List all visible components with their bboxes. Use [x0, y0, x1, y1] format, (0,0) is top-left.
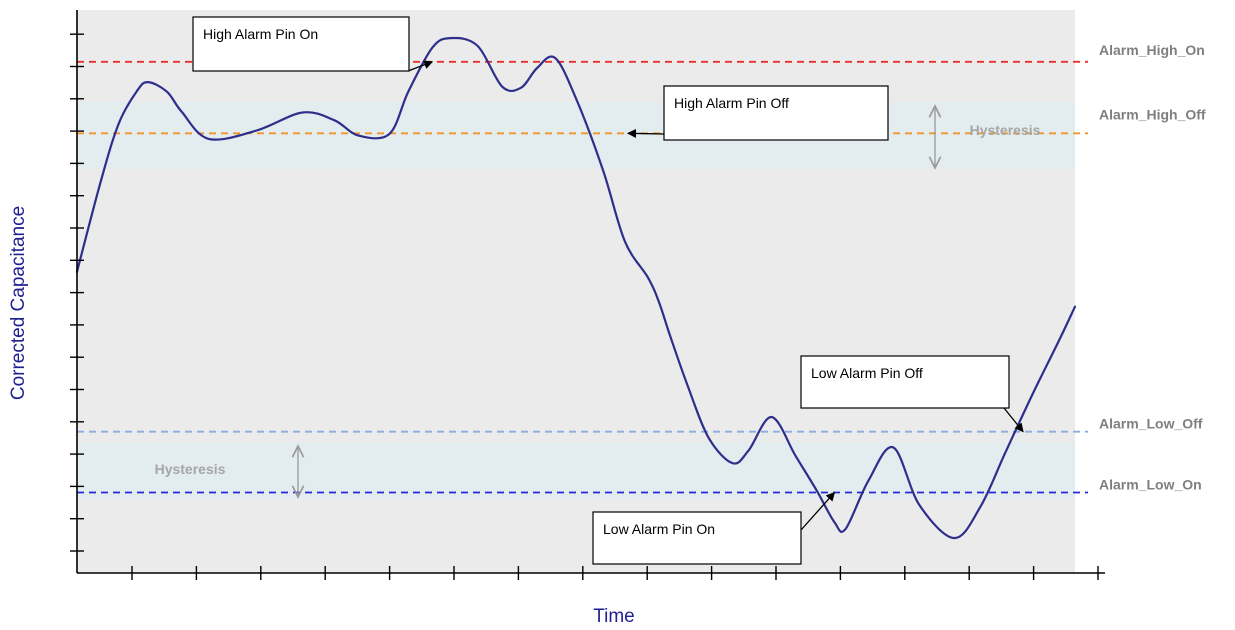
hysteresis-band-high — [77, 102, 1075, 169]
threshold-label-alarm-high-on: Alarm_High_On — [1099, 42, 1205, 58]
x-axis-title: Time — [593, 606, 635, 627]
callout-arrow — [626, 128, 665, 138]
callout-text: Low Alarm Pin On — [603, 521, 715, 537]
callout-box — [592, 511, 802, 565]
callout-arrow — [800, 491, 836, 531]
callout-low-alarm-pin-on: Low Alarm Pin On — [592, 491, 836, 565]
callout-low-alarm-pin-off: Low Alarm Pin Off — [800, 355, 1024, 433]
callout-high-alarm-pin-on: High Alarm Pin On — [192, 16, 434, 72]
y-axis-title: Corrected Capacitance — [8, 206, 29, 400]
series-line-capacitance — [75, 36, 1077, 540]
threshold-lines: Alarm_High_On Alarm_High_Off Alarm_Low_Off… — [77, 42, 1206, 494]
hysteresis-label-high: Hysteresis — [970, 122, 1041, 138]
callout-box — [800, 355, 1010, 409]
callout-box — [192, 16, 410, 72]
callout-text: High Alarm Pin Off — [674, 95, 789, 111]
axes — [70, 10, 1105, 580]
callouts: High Alarm Pin On High Alarm Pin Off Low A… — [192, 16, 1024, 565]
callout-arrow — [1003, 407, 1024, 433]
threshold-label-alarm-low-on: Alarm_Low_On — [1099, 476, 1202, 492]
callout-text: High Alarm Pin On — [203, 26, 318, 42]
callout-box — [663, 85, 889, 141]
threshold-label-alarm-high-off: Alarm_High_Off — [1099, 106, 1206, 122]
series-layer — [75, 36, 1077, 540]
callout-high-alarm-pin-off: High Alarm Pin Off — [626, 85, 889, 141]
callout-text: Low Alarm Pin Off — [811, 365, 923, 381]
callout-arrow — [407, 60, 434, 72]
threshold-label-alarm-low-off: Alarm_Low_Off — [1099, 416, 1203, 432]
hysteresis-band-low — [77, 442, 1075, 499]
hysteresis-label-low: Hysteresis — [155, 461, 226, 477]
